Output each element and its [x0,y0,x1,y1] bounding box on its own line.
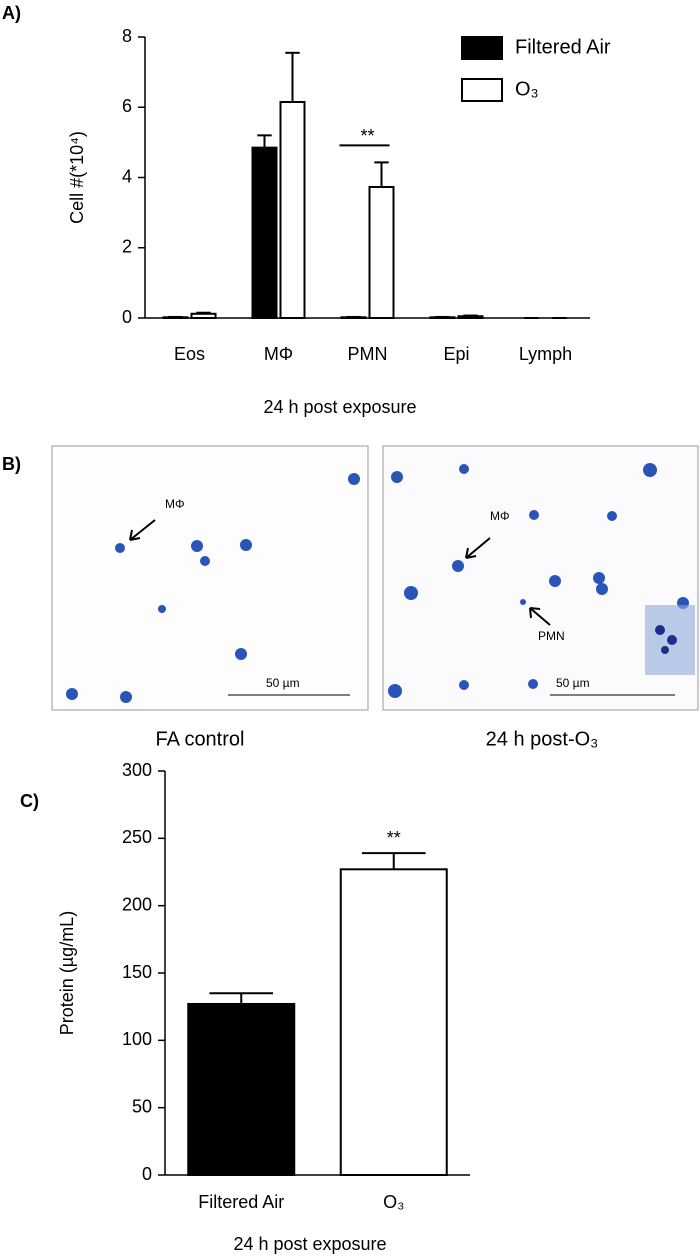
legend-label: Filtered Air [515,36,611,58]
x-tick-label: MΦ [264,344,293,364]
y-tick-label: 6 [122,96,132,116]
panel-label: C) [20,791,39,811]
y-tick-label: 50 [132,1096,152,1116]
bar [190,312,217,320]
micrograph: MΦ PMN 50 µm [382,445,699,711]
scale-label: 50 µm [556,676,590,690]
y-tick-label: 0 [122,307,132,327]
x-tick-label: Filtered Air [198,1192,284,1212]
x-tick-label: Epi [443,344,469,364]
annotation: ** [387,828,401,848]
y-tick-label: 200 [122,894,152,914]
y-tick-label: 100 [122,1029,152,1049]
panel-label: A) [2,3,21,23]
bar [187,1002,296,1176]
micrograph: MΦ 50 µm [51,445,369,711]
y-axis-label: Cell #(*10⁴) [67,131,87,224]
y-tick-label: 150 [122,962,152,982]
x-axis-label: 24 h post exposure [233,1234,386,1254]
annotation: ** [360,126,374,146]
bar [279,100,306,319]
y-tick-label: 300 [122,760,152,780]
caption: FA control [156,728,245,750]
x-tick-label: Eos [174,344,205,364]
y-tick-label: 2 [122,237,132,257]
bar [368,185,395,319]
legend-swatch [461,36,503,60]
cell-label: MΦ [490,509,510,523]
caption: 24 h post-O₃ [486,728,599,750]
x-tick-label: O₃ [383,1192,404,1212]
cell-label: PMN [538,629,565,643]
y-axis-label: Protein (µg/mL) [57,911,77,1035]
y-tick-label: 4 [122,166,132,186]
legend-label: O₃ [515,78,539,100]
cell-label: MΦ [165,497,185,511]
x-tick-label: PMN [348,344,388,364]
scale-label: 50 µm [266,676,300,690]
panel-label: B) [2,454,21,474]
bar [339,868,448,1176]
y-tick-label: 250 [122,827,152,847]
x-tick-label: Lymph [519,344,572,364]
x-axis-label: 24 h post exposure [263,397,416,417]
legend-swatch [461,78,503,102]
y-tick-label: 0 [142,1164,152,1184]
bar [251,146,278,319]
y-tick-label: 8 [122,26,132,46]
